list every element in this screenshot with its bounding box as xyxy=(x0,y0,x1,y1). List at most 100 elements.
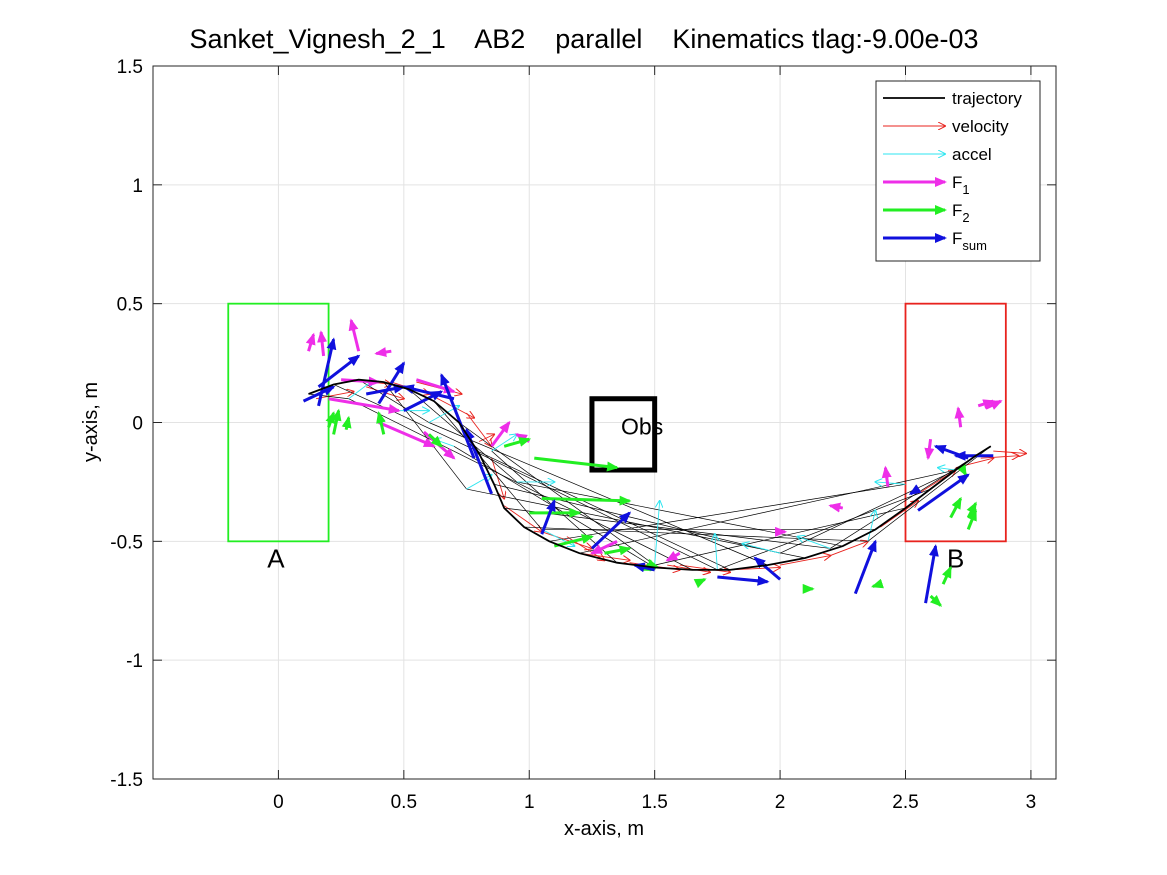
x-tick-label: 0.5 xyxy=(391,792,417,813)
y-tick-label: 0.5 xyxy=(117,295,143,316)
legend-label-subscript: 1 xyxy=(962,182,969,197)
trajectory-connector xyxy=(433,400,543,530)
fsum-arrow xyxy=(365,383,406,396)
trajectory-connector xyxy=(717,488,931,571)
f1-arrow xyxy=(665,551,681,562)
f1-arrow xyxy=(924,438,935,461)
accel-arrow xyxy=(875,482,906,484)
y-tick-label: 0 xyxy=(132,414,143,435)
x-tick-label: 2 xyxy=(775,792,786,813)
velocity-arrow xyxy=(491,458,505,498)
fsum-arrow xyxy=(917,473,970,512)
trajectory-connector xyxy=(504,507,831,549)
f1-arrow xyxy=(985,399,1003,410)
velocity-arrow xyxy=(478,434,494,442)
accel-arrow xyxy=(466,475,492,490)
trajectory-connector xyxy=(867,445,991,542)
f1-arrow xyxy=(317,330,328,357)
f1-arrow xyxy=(374,347,392,357)
trajectory-connector xyxy=(383,381,467,490)
f2-arrow xyxy=(949,496,963,519)
fsum-arrow xyxy=(717,575,770,586)
velocity-arrow xyxy=(880,501,918,528)
fsum-arrow xyxy=(590,511,632,550)
legend-label-subscript: 2 xyxy=(962,210,969,225)
fsum-arrow xyxy=(440,373,476,459)
trajectory-connector xyxy=(579,469,956,554)
accel-arrow xyxy=(715,534,718,570)
velocity-arrow xyxy=(779,556,830,566)
trajectory-line xyxy=(308,378,992,571)
region-a-label: A xyxy=(267,543,285,573)
legend-label-subscript: sum xyxy=(962,238,987,253)
f1-arrow xyxy=(881,465,892,487)
f1-arrow xyxy=(590,539,618,555)
trajectory-connector xyxy=(830,455,976,549)
f1-arrow xyxy=(954,406,965,428)
y-axis-label: y-axis, m xyxy=(80,382,102,462)
obstacle-label: Obs xyxy=(621,413,663,439)
f1-arrow xyxy=(378,421,436,448)
obstacle-box xyxy=(589,396,658,473)
f1-arrow xyxy=(328,397,401,414)
f1-arrow xyxy=(490,420,511,448)
accel-arrow xyxy=(798,537,831,549)
fsum-arrow xyxy=(302,385,336,403)
accel-arrow xyxy=(742,544,781,554)
fsum-arrow xyxy=(753,556,782,581)
y-tick-label: 1.5 xyxy=(117,57,143,78)
fsum-arrow xyxy=(853,539,877,595)
accel-arrow xyxy=(654,501,660,566)
y-tick-label: -0.5 xyxy=(110,532,143,553)
f2-arrow xyxy=(376,411,386,435)
f2-arrow xyxy=(693,578,707,589)
fsum-arrow xyxy=(924,544,939,604)
f2-arrow xyxy=(503,437,532,448)
x-tick-label: 3 xyxy=(1026,792,1037,813)
fsum-arrow xyxy=(540,499,556,535)
f2-arrow xyxy=(341,415,352,430)
y-tick-label: -1.5 xyxy=(110,770,143,791)
accel-arrow xyxy=(491,434,517,452)
x-tick-label: 2.5 xyxy=(892,792,918,813)
f1-arrow xyxy=(828,502,844,513)
f2-arrows xyxy=(325,408,978,607)
f2-arrow xyxy=(966,501,978,519)
f2-arrow xyxy=(604,545,632,556)
velocity-arrow xyxy=(993,451,1026,453)
axis-ticks: 0 0.5 1 1.5 2 2.5 3 -1.5 -1 -0.5 0 0.5 1 1.5 xyxy=(110,57,1056,813)
legend-box xyxy=(875,80,1041,262)
chart-title: Sanket_Vignesh_2_1 AB2 parallel Kinemati… xyxy=(190,24,979,54)
f2-arrow xyxy=(331,408,342,435)
f1-arrow xyxy=(305,332,316,352)
velocity-arrows xyxy=(308,379,1026,573)
region-b-box xyxy=(904,302,1007,543)
accel-arrow xyxy=(938,468,956,470)
x-tick-label: 1.5 xyxy=(641,792,667,813)
velocity-arrow xyxy=(830,541,868,557)
trajectory-connector xyxy=(478,453,718,571)
trajectory-connector xyxy=(779,469,956,554)
f2-arrow xyxy=(941,565,953,585)
velocity-arrow xyxy=(980,456,1019,458)
f2-arrow xyxy=(427,433,443,448)
x-axis-label: x-axis, m xyxy=(564,818,644,840)
y-tick-label: 1 xyxy=(132,176,143,197)
accel-arrow xyxy=(867,510,876,542)
fsum-arrow xyxy=(908,484,922,496)
f2-arrow xyxy=(541,495,632,506)
legend-label: accel xyxy=(952,145,992,164)
fsum-arrow xyxy=(317,337,337,407)
x-tick-label: 1 xyxy=(524,792,535,813)
trajectory-connector xyxy=(348,398,693,571)
trajectory-connector xyxy=(516,481,843,547)
x-tick-label: 0 xyxy=(273,792,284,813)
y-tick-label: -1 xyxy=(126,651,143,672)
f2-arrow xyxy=(929,594,943,607)
f2-arrow xyxy=(325,411,336,428)
legend-label: velocity xyxy=(952,117,1009,136)
fsum-arrow xyxy=(401,384,455,401)
f2-arrow xyxy=(534,456,620,472)
